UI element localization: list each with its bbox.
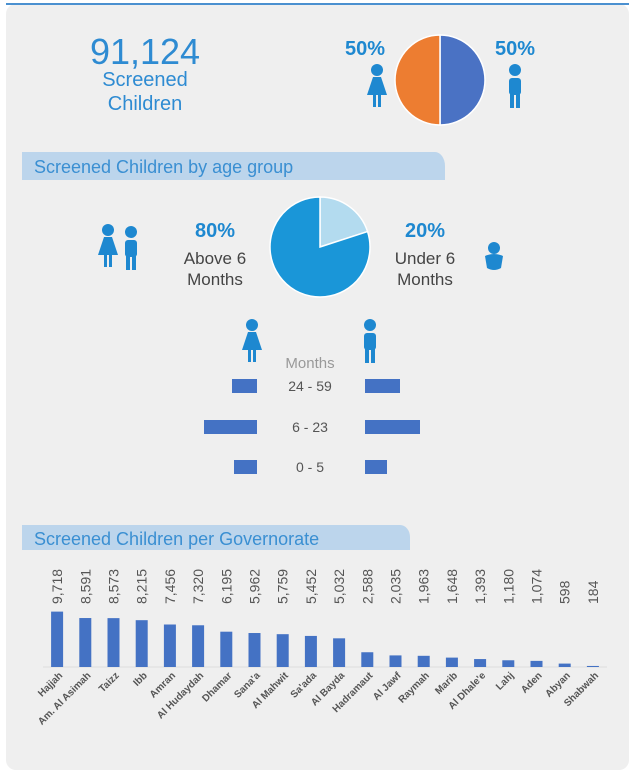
kpi-value: 91,124 bbox=[90, 31, 200, 72]
kpi-label: Screened Children bbox=[102, 69, 188, 115]
section-title: Screened Children by age group bbox=[34, 157, 293, 177]
bar bbox=[276, 634, 289, 667]
value-label: 50% bbox=[345, 38, 385, 60]
bar bbox=[389, 655, 402, 667]
bar bbox=[558, 663, 571, 667]
bar bbox=[234, 460, 257, 474]
bar bbox=[361, 652, 374, 667]
category-label: 24 - 59 bbox=[288, 378, 332, 394]
bar bbox=[333, 638, 346, 667]
value-label: 5,452 bbox=[303, 569, 319, 604]
value-label: 2,588 bbox=[359, 569, 375, 604]
bar bbox=[502, 660, 515, 667]
bar bbox=[586, 665, 599, 667]
category-label: 0 - 5 bbox=[296, 459, 324, 475]
value-label: 1,648 bbox=[444, 569, 460, 604]
category-label: Under 6 Months bbox=[394, 249, 456, 289]
value-label: 5,962 bbox=[247, 569, 263, 604]
category-label: Above 6 Months bbox=[183, 249, 247, 289]
bar bbox=[232, 379, 257, 393]
bar bbox=[365, 420, 420, 434]
value-label: 50% bbox=[495, 38, 535, 60]
bar bbox=[530, 660, 543, 667]
value-label: 6,195 bbox=[218, 569, 234, 604]
value-label: 7,456 bbox=[162, 569, 178, 604]
value-label: 9,718 bbox=[49, 569, 65, 604]
bar bbox=[220, 631, 233, 667]
bar bbox=[107, 618, 120, 667]
bar bbox=[192, 625, 205, 667]
pie-slice bbox=[439, 34, 486, 126]
value-label: 184 bbox=[585, 580, 601, 604]
bar bbox=[474, 659, 487, 667]
bar bbox=[417, 655, 430, 667]
value-label: 1,180 bbox=[500, 569, 516, 604]
value-label: 598 bbox=[557, 580, 573, 604]
value-label: 5,032 bbox=[331, 569, 347, 604]
bar bbox=[204, 420, 257, 434]
value-label: 8,573 bbox=[106, 569, 122, 604]
pie-slice bbox=[394, 34, 441, 126]
value-label: 1,393 bbox=[472, 569, 488, 604]
top-rule bbox=[6, 3, 629, 5]
section-title: Screened Children per Governorate bbox=[34, 529, 319, 549]
value-label: 2,035 bbox=[388, 569, 404, 604]
bar bbox=[365, 460, 387, 474]
panel bbox=[6, 4, 629, 770]
category-label: 6 - 23 bbox=[292, 419, 328, 435]
bar bbox=[365, 379, 400, 393]
axis-label: Months bbox=[285, 355, 334, 372]
bar bbox=[445, 657, 458, 667]
value-label: 1,074 bbox=[529, 569, 545, 604]
value-label: 7,320 bbox=[190, 569, 206, 604]
value-label: 1,963 bbox=[416, 569, 432, 604]
section-band bbox=[22, 152, 445, 180]
value-label: 5,759 bbox=[275, 569, 291, 604]
bar bbox=[304, 635, 317, 667]
value-label: 80% bbox=[195, 220, 235, 242]
value-label: 20% bbox=[405, 220, 445, 242]
value-label: 8,215 bbox=[134, 569, 150, 604]
bar bbox=[163, 624, 176, 667]
bar bbox=[79, 618, 92, 667]
bar bbox=[248, 633, 261, 667]
pie-slice bbox=[269, 196, 371, 298]
bar bbox=[51, 611, 64, 667]
value-label: 8,591 bbox=[77, 569, 93, 604]
bar bbox=[135, 620, 148, 667]
pie-slice bbox=[319, 196, 369, 249]
section-band bbox=[22, 525, 410, 550]
